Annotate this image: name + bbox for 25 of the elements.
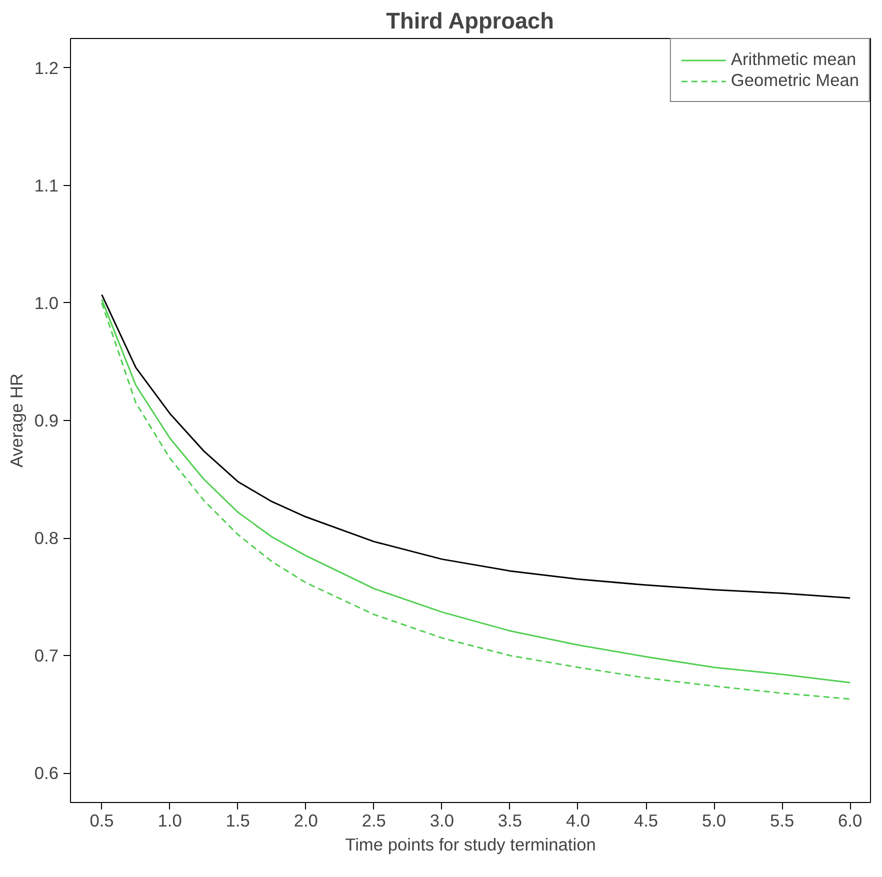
chart-title: Third Approach (386, 8, 554, 34)
x-tick-label: 6.0 (838, 810, 862, 830)
x-tick-label: 2.5 (362, 810, 386, 830)
line-series (101, 294, 851, 599)
x-tick-label: 1.5 (226, 810, 250, 830)
x-tick-label: 4.0 (566, 810, 590, 830)
y-tick-label: 1.1 (34, 175, 59, 196)
x-tick-label: 0.5 (90, 810, 114, 830)
y-axis-title: Average HR (6, 373, 26, 468)
y-tick-label: 1.2 (34, 58, 59, 78)
x-tick-label: 1.0 (158, 810, 182, 830)
x-tick-label: 3.5 (498, 810, 522, 830)
x-tick-label: 5.5 (770, 810, 794, 830)
x-tick-label: 3.0 (430, 810, 454, 830)
x-tick-label: 5.0 (702, 810, 726, 830)
legend-label: Geometric Mean (730, 70, 859, 91)
x-tick-label: 4.5 (634, 810, 658, 830)
legend-label: Arithmetic mean (730, 49, 856, 70)
y-tick-label: 0.7 (34, 646, 59, 666)
x-tick-label: 2.0 (294, 810, 318, 830)
y-tick-label: 0.8 (34, 528, 59, 548)
y-tick-label: 0.9 (34, 410, 59, 430)
x-axis-title: Time points for study termination (345, 834, 596, 854)
y-tick-label: 0.6 (34, 763, 59, 784)
y-tick-label: 1.0 (34, 292, 59, 313)
